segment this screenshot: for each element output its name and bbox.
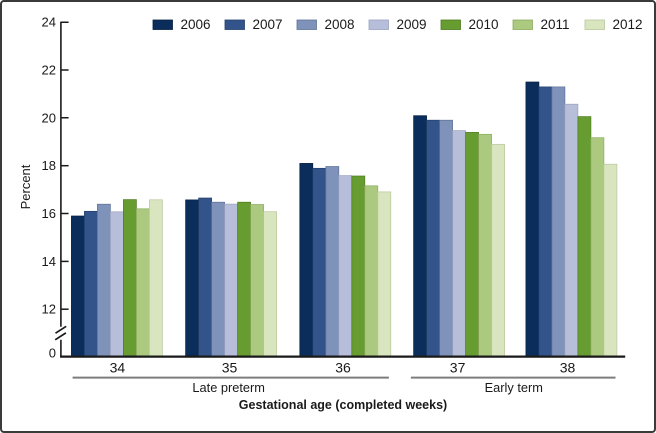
svg-text:14: 14 — [42, 254, 56, 269]
svg-text:2007: 2007 — [253, 17, 283, 32]
svg-text:35: 35 — [222, 360, 238, 376]
svg-text:37: 37 — [450, 360, 466, 376]
svg-text:12: 12 — [42, 302, 56, 317]
svg-text:2010: 2010 — [469, 17, 499, 32]
svg-text:Gestational age (completed wee: Gestational age (completed weeks) — [239, 398, 447, 412]
svg-text:36: 36 — [335, 360, 351, 376]
svg-text:Early term: Early term — [485, 380, 543, 395]
svg-text:22: 22 — [42, 63, 56, 78]
svg-text:38: 38 — [560, 360, 576, 376]
svg-text:Percent: Percent — [18, 164, 33, 209]
svg-text:2012: 2012 — [613, 17, 643, 32]
svg-text:16: 16 — [42, 206, 56, 221]
svg-text:2008: 2008 — [325, 17, 355, 32]
svg-text:2011: 2011 — [541, 17, 570, 32]
svg-text:18: 18 — [42, 158, 56, 173]
svg-text:0: 0 — [49, 346, 56, 361]
svg-text:2006: 2006 — [181, 17, 211, 32]
svg-text:20: 20 — [42, 110, 56, 125]
svg-text:24: 24 — [42, 15, 56, 30]
svg-text:Late preterm: Late preterm — [192, 380, 265, 395]
svg-text:34: 34 — [110, 360, 126, 376]
svg-text:2009: 2009 — [397, 17, 427, 32]
